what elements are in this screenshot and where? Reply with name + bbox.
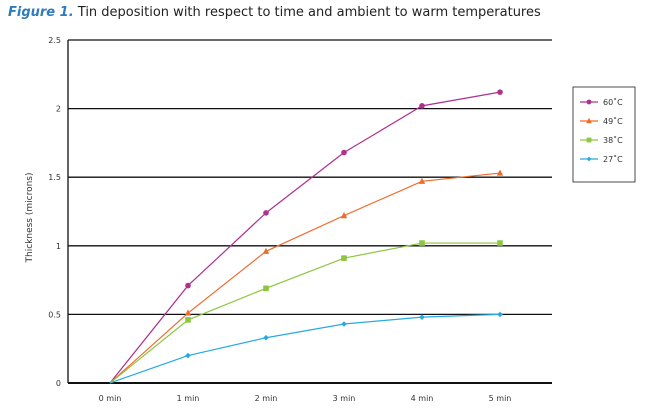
x-tick-label: 3 min [333, 394, 356, 403]
data-point [185, 317, 191, 323]
legend-label: 60˚C [603, 97, 623, 107]
data-point [263, 285, 269, 292]
legend-label: 38˚C [603, 135, 623, 145]
data-point [184, 309, 192, 316]
y-axis-title: Thickness (microns) [25, 173, 35, 264]
data-point [497, 240, 503, 246]
data-point [263, 334, 269, 341]
data-point [262, 247, 270, 254]
series-line [109, 91, 501, 384]
series-4 [109, 311, 503, 384]
series-line [109, 242, 500, 384]
legend-swatch-marker [586, 117, 592, 124]
series-line [109, 172, 501, 384]
data-point [497, 311, 503, 318]
data-point [497, 89, 503, 95]
y-tick-label: 2.5 [48, 36, 61, 45]
data-point [185, 352, 191, 359]
y-tick-label: 0.5 [48, 310, 61, 319]
legend: 60˚C 49˚C 38˚C 27˚C [572, 86, 636, 183]
data-point [341, 255, 347, 261]
figure-caption: Tin deposition with respect to time and … [77, 5, 541, 20]
series-3 [109, 240, 503, 384]
data-point [340, 212, 348, 219]
legend-item: 27˚C [580, 154, 623, 164]
y-tick-label: 1 [56, 242, 61, 251]
data-point [263, 210, 269, 216]
data-point [341, 321, 347, 327]
series-line [109, 313, 501, 384]
data-point [341, 149, 347, 156]
x-tick-label: 1 min [177, 394, 200, 403]
legend-swatch-marker [586, 137, 592, 143]
x-tick-label: 5 min [489, 394, 512, 403]
data-point [418, 177, 426, 184]
data-series [109, 89, 504, 384]
x-tick-label: 4 min [411, 394, 434, 403]
data-point [419, 103, 425, 109]
x-tick-label: 2 min [255, 394, 278, 403]
data-point [419, 314, 425, 320]
series-1 [109, 89, 503, 384]
figure-title: Figure 1. Tin deposition with respect to… [8, 5, 541, 20]
y-tick-label: 1.5 [48, 173, 61, 182]
data-point [419, 240, 425, 246]
x-tick-label: 0 min [99, 394, 122, 403]
legend-swatch-marker [586, 156, 592, 162]
legend-item: 60˚C [580, 97, 623, 107]
series-2 [109, 169, 504, 384]
legend-item: 49˚C [580, 116, 623, 126]
y-tick-label: 2 [56, 105, 61, 114]
data-point [496, 169, 504, 176]
legend-box [572, 86, 636, 183]
figure-label: Figure 1. [8, 5, 74, 20]
legend-swatch-marker [586, 99, 592, 105]
legend-label: 49˚C [603, 116, 623, 126]
legend-item: 38˚C [580, 135, 623, 145]
axes: 0 0.5 1 1.5 2 2.5 0 min 1 min 2 min 3 min 4 min 5 m… [25, 36, 511, 403]
y-tick-label: 0 [56, 379, 61, 388]
grid-lines [68, 39, 552, 384]
data-point [185, 282, 191, 289]
legend-label: 27˚C [603, 154, 623, 164]
